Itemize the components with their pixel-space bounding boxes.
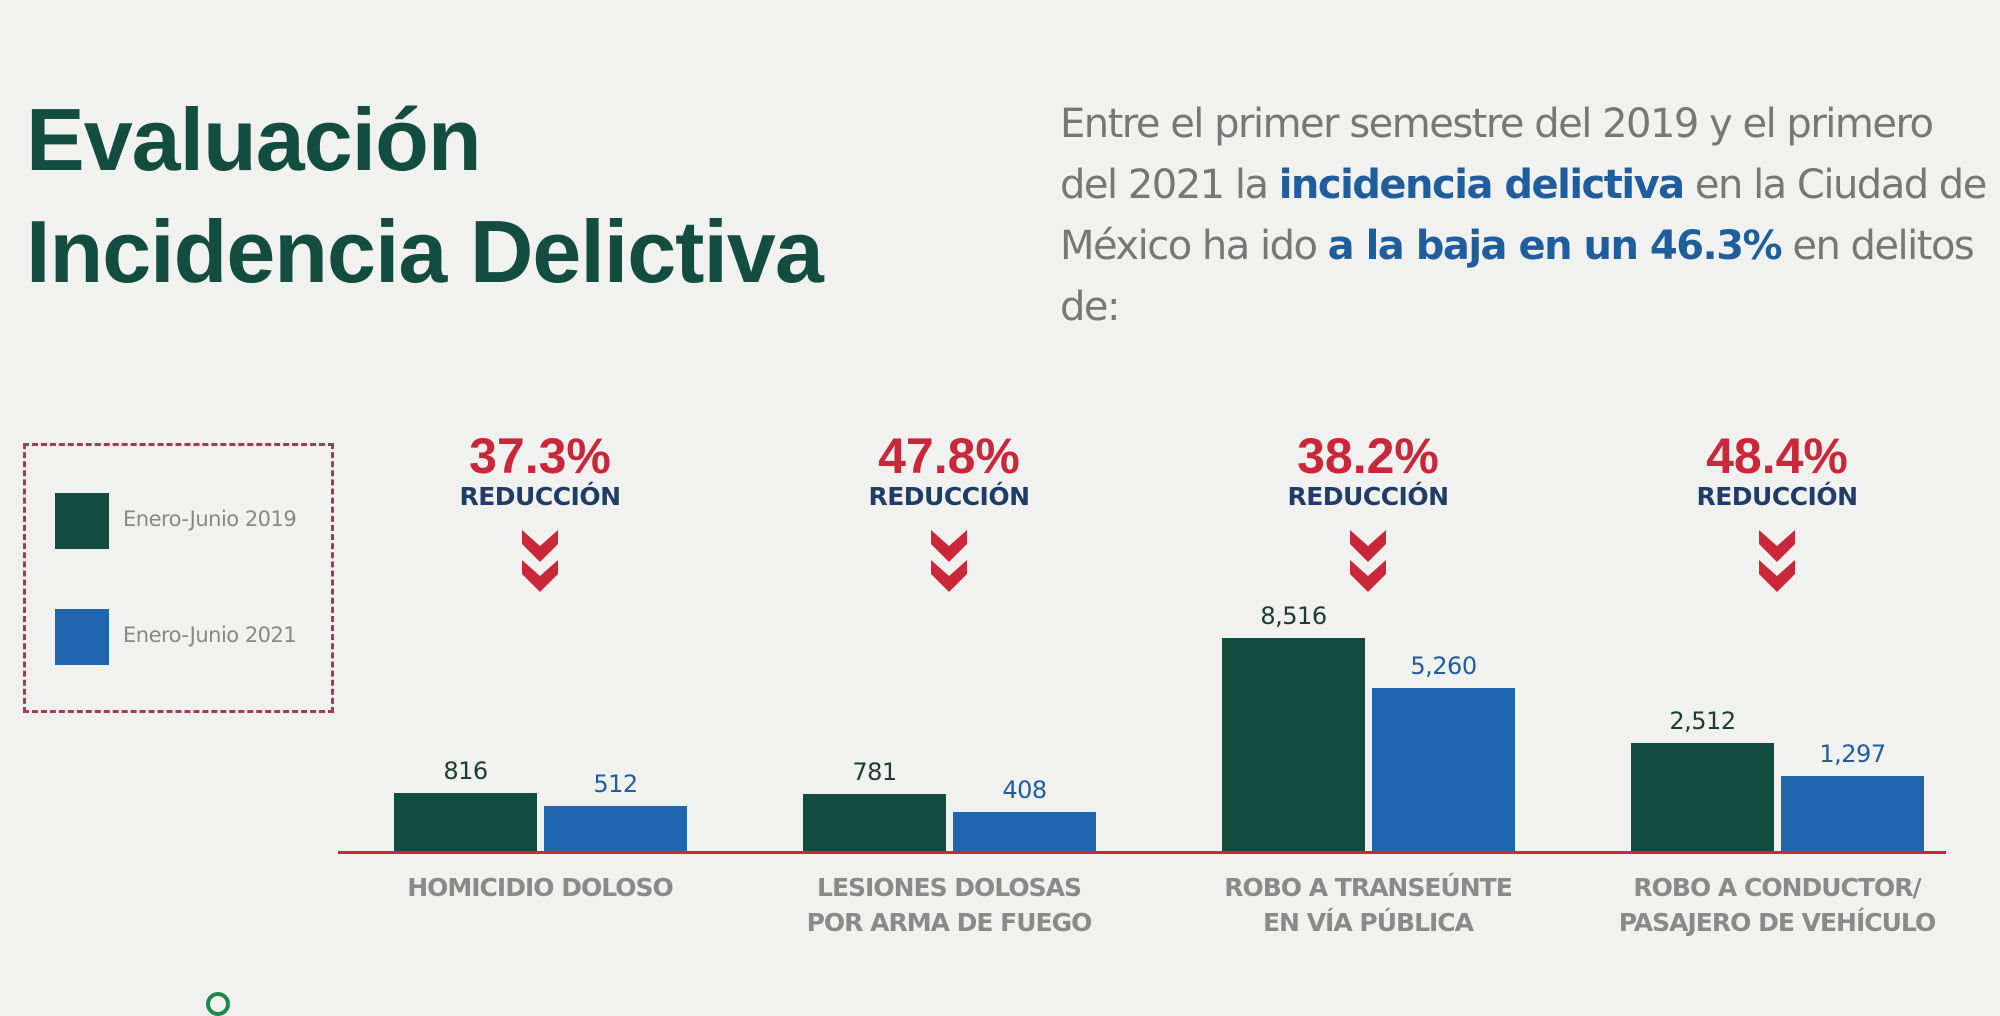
bar-value-label: 8,516 <box>1260 601 1327 630</box>
intro-text: Entre el primer semestre del 2019 y el p… <box>1060 101 1934 208</box>
bar-value-label: 816 <box>443 757 488 786</box>
logo-fragment <box>206 992 230 1016</box>
legend-swatch-2019 <box>55 493 109 549</box>
category-label: HOMICIDIO DOLOSO <box>360 870 720 905</box>
double-chevron-down-icon <box>522 530 558 592</box>
bar-2021 <box>1372 687 1515 852</box>
bar-2021 <box>1781 775 1924 852</box>
bar-2019 <box>394 793 537 852</box>
bar-2021 <box>544 806 687 852</box>
bar-2019 <box>803 794 946 852</box>
bar-2021 <box>953 811 1096 852</box>
chart-legend: Enero-Junio 2019 Enero-Junio 2021 <box>23 443 334 713</box>
bar-value-label: 408 <box>1002 775 1047 804</box>
intro-highlight: a la baja en un 46.3% <box>1327 223 1783 269</box>
bar-value-label: 5,260 <box>1410 651 1477 680</box>
category-label: ROBO A TRANSEÚNTE EN VÍA PÚBLICA <box>1188 870 1548 940</box>
bar-2019 <box>1222 637 1365 852</box>
bar-value-label: 512 <box>593 770 638 799</box>
reduction-label: REDUCCIÓN <box>459 482 621 511</box>
double-chevron-down-icon <box>1350 530 1386 592</box>
legend-label-2019: Enero-Junio 2019 <box>123 507 297 531</box>
title-line-1: Evaluación <box>26 90 482 189</box>
intro-text: en delitos de: <box>1060 223 1975 330</box>
reduction-percent: 38.2% <box>1297 428 1439 484</box>
bar-value-label: 781 <box>852 758 897 787</box>
category-label-line: EN VÍA PÚBLICA <box>1262 908 1474 937</box>
category-label-line: ROBO A CONDUCTOR/ <box>1633 873 1921 902</box>
reduction-callout: 47.8% REDUCCIÓN <box>819 430 1079 594</box>
reduction-label: REDUCCIÓN <box>1287 482 1449 511</box>
category-label-line: PASAJERO DE VEHÍCULO <box>1618 908 1936 937</box>
reduction-percent: 37.3% <box>469 428 611 484</box>
bar-value-label: 2,512 <box>1669 706 1736 735</box>
reduction-label: REDUCCIÓN <box>1696 482 1858 511</box>
page-title: Evaluación Incidencia Delictiva <box>26 84 824 308</box>
bar-2019 <box>1631 742 1774 852</box>
title-line-2: Incidencia Delictiva <box>26 202 824 301</box>
category-label-line: ROBO A TRANSEÚNTE <box>1224 873 1513 902</box>
chart-baseline <box>338 851 1946 854</box>
intro-highlight: incidencia delictiva <box>1278 162 1685 208</box>
double-chevron-down-icon <box>1759 530 1795 592</box>
reduction-callout: 38.2% REDUCCIÓN <box>1238 430 1498 594</box>
reduction-callout: 48.4% REDUCCIÓN <box>1647 430 1907 594</box>
intro-text: en la Ciudad de México ha ido <box>1060 162 1987 269</box>
reduction-callout: 37.3% REDUCCIÓN <box>410 430 670 594</box>
reduction-label: REDUCCIÓN <box>868 482 1030 511</box>
category-label-line: POR ARMA DE FUEGO <box>806 908 1093 937</box>
double-chevron-down-icon <box>931 530 967 592</box>
legend-swatch-2021 <box>55 609 109 665</box>
legend-label-2021: Enero-Junio 2021 <box>123 623 297 647</box>
bar-value-label: 1,297 <box>1819 739 1886 768</box>
reduction-percent: 47.8% <box>878 428 1020 484</box>
reduction-percent: 48.4% <box>1706 428 1848 484</box>
category-label: LESIONES DOLOSAS POR ARMA DE FUEGO <box>769 870 1129 940</box>
category-label: ROBO A CONDUCTOR/PASAJERO DE VEHÍCULO <box>1597 870 1957 940</box>
category-label-line: HOMICIDIO DOLOSO <box>407 873 674 902</box>
intro-paragraph: Entre el primer semestre del 2019 y el p… <box>1060 94 1990 338</box>
category-label-line: LESIONES DOLOSAS <box>817 873 1082 902</box>
